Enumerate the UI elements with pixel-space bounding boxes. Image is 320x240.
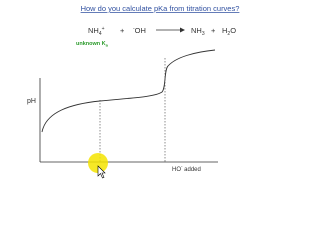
subscript: a <box>106 43 109 48</box>
text: unknown K <box>76 41 106 47</box>
reactant-acid: NH4+ <box>88 26 105 37</box>
background <box>0 0 320 180</box>
annotation: unknown Ka <box>76 41 109 48</box>
slide: How do you calculate pKa from titration … <box>0 0 320 180</box>
product-base: NH3 <box>191 26 205 37</box>
subscript: 3 <box>202 31 205 37</box>
arrow-head <box>180 27 185 33</box>
formula: O <box>230 26 236 35</box>
formula: NH <box>88 26 99 35</box>
text: added <box>183 167 201 173</box>
slide-title: How do you calculate pKa from titration … <box>81 4 240 13</box>
formula: H <box>222 26 227 35</box>
y-axis-label: pH <box>27 98 36 105</box>
superscript: - <box>181 164 183 169</box>
formula: OH <box>135 26 146 35</box>
mouse-cursor <box>97 165 106 179</box>
titration-curve <box>41 49 216 133</box>
plus: + <box>211 26 216 35</box>
formula: NH <box>191 26 202 35</box>
subscript: 4 <box>99 31 102 37</box>
superscript: + <box>102 26 105 32</box>
superscript: - <box>133 26 135 32</box>
x-axis-label: HO- added <box>172 164 201 173</box>
plus: + <box>120 26 125 35</box>
subscript: 2 <box>227 31 230 37</box>
cursor-highlight <box>88 153 108 173</box>
formula: HO <box>172 167 181 173</box>
product-water: H2O <box>222 26 236 37</box>
reactant-base: -OH <box>133 26 146 35</box>
